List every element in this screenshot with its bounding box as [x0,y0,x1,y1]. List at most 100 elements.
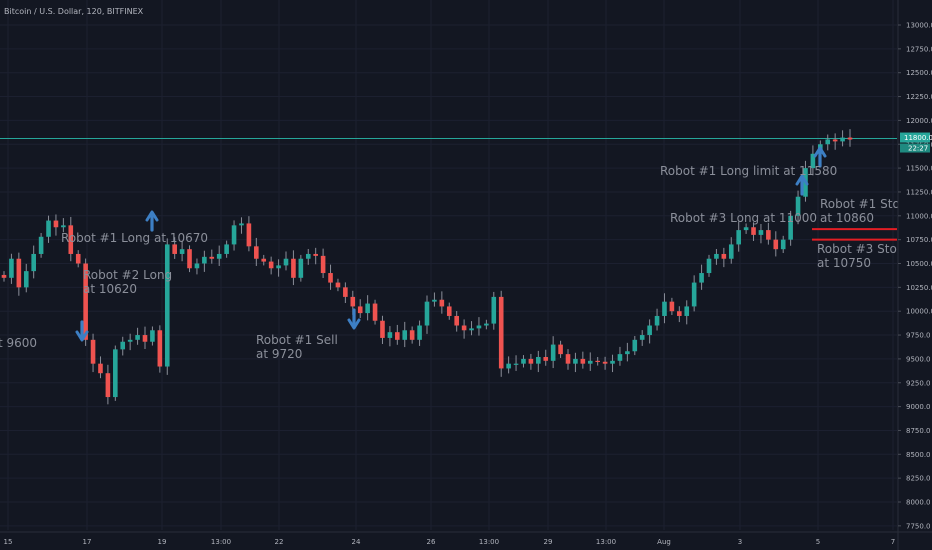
candle-body [216,253,222,259]
candle-body [677,311,682,316]
candle-body [706,258,712,274]
annotation-label: t 9600 [0,336,37,350]
candle-body [595,360,600,363]
candle-body [335,282,341,288]
robot-1-long-arrow [145,210,159,232]
x-tick-label: 13:00 [479,538,499,546]
candle-body [157,330,163,367]
candle-body [135,335,140,340]
candle-body [365,303,370,314]
candle-body [246,223,252,247]
x-tick-label: 13:00 [211,538,231,546]
candle-body [491,296,497,324]
x-tick-label: 7 [891,538,895,546]
candle-body [662,301,667,316]
chart-title: Bitcoin / U.S. Dollar, 120, BITFINEX [4,7,144,16]
current-time-label: 22:27 [908,145,928,153]
arrow-head [75,330,89,342]
candle-body [98,363,103,374]
horizontal-lines-layer [0,138,897,241]
y-tick-label: 11250.0 [906,188,932,196]
candle-body [387,332,393,338]
y-tick-label: 9500.0 [906,355,931,363]
candle-body [484,323,489,326]
candle-body [513,363,519,365]
candle-body [751,227,756,235]
candle-body [357,306,363,314]
candle-body [209,256,215,259]
candle-body [736,230,741,245]
annotation-label: Robot #1 Long limit at 11580 [660,164,837,178]
arrow-head [347,318,361,330]
candle-body [498,296,504,369]
y-tick-label: 10500.0 [906,260,932,268]
candle-body [254,246,259,259]
y-tick-label: 10750.0 [906,236,932,244]
candle-body [654,315,660,326]
annotation-label: Robot #3 Long at 11000 [670,211,817,225]
candle-body [550,344,556,361]
candle-body [16,258,22,288]
candle-body [224,244,229,254]
arrow-head [795,174,809,186]
candle-body [773,239,779,250]
candle-body [699,273,704,283]
candle-body [506,363,511,369]
annotation-label: at 10750 [817,256,871,270]
candle-body [187,249,192,269]
candle-body [268,261,274,269]
candle-body [61,225,66,228]
candle-body [669,301,675,312]
candle-body [105,373,111,398]
candle-body [847,137,853,140]
y-axis-panel [898,0,932,550]
candle-body [31,253,36,272]
candle-body [743,227,749,231]
robot-1-sell-arrow [347,308,361,330]
candle-body [810,153,816,169]
candle-body [602,361,608,364]
annotations-layer: t 9600 Robot #1 Long at 10670 Robot #2 Lon… [0,164,907,361]
candle-body [142,335,148,342]
candle-body [172,244,177,254]
candle-body [350,296,356,307]
candle-body [721,253,727,259]
candle-body [320,255,326,274]
candle-body [202,256,207,264]
robot-2-long-arrow [75,320,89,342]
candle-body [528,358,534,364]
candle-body [328,273,333,283]
candle-body [46,220,51,237]
candle-body [313,253,318,256]
candle-body [231,225,237,245]
y-tick-label: 11500.0 [906,165,932,173]
candle-body [587,360,593,364]
candle-body [543,356,549,361]
x-tick-label: 3 [738,538,742,546]
candle-body [402,330,408,340]
candle-body [780,239,786,250]
annotation-label: at 9720 [256,347,302,361]
candle-body [164,244,170,367]
y-tick-label: 11000.0 [906,212,932,220]
candle-body [283,258,289,266]
candle-body [305,253,311,259]
candle-body [38,236,44,254]
candle-body [380,320,385,338]
candle-body [632,339,638,352]
candle-body [120,341,126,350]
y-tick-label: 9000.0 [906,403,931,411]
candle-body [446,306,452,316]
candle-body [179,249,185,254]
candle-body [610,360,615,364]
candle-body [565,354,571,364]
candle-body [766,230,771,240]
candle-body [113,349,118,398]
y-tick-label: 8750.0 [906,427,931,435]
candle-body [521,358,526,364]
candle-body [758,230,764,235]
candle-body [298,258,304,278]
candle-body [617,354,623,361]
